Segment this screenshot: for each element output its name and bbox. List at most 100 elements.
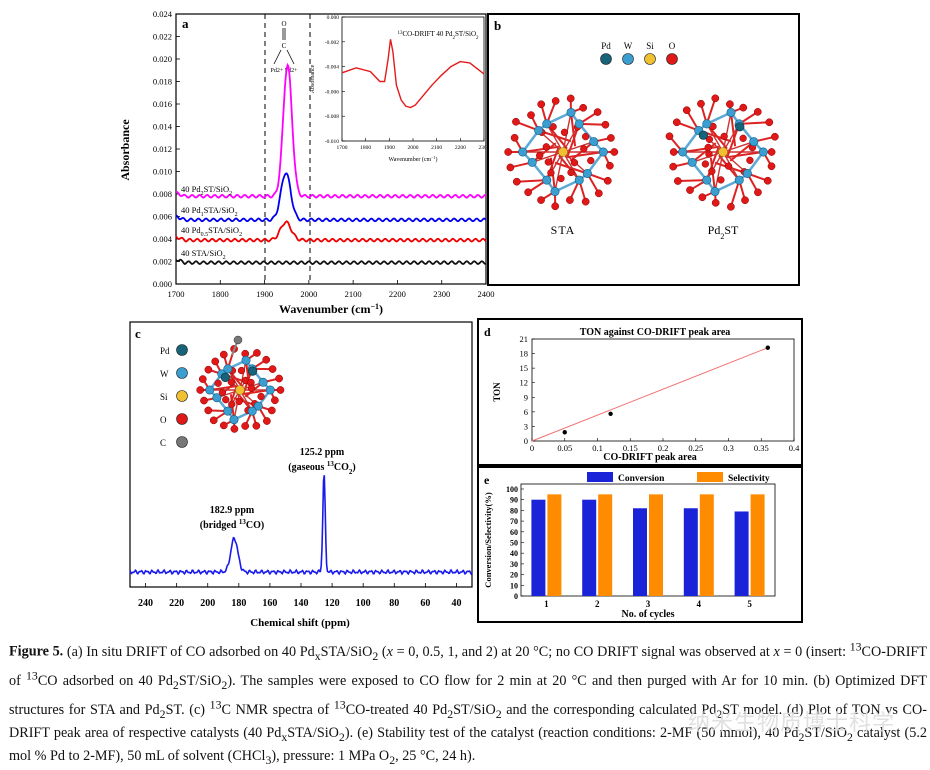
d-y-tick-label: 18 — [520, 349, 529, 359]
label-pd1sta: 40 Pd1STA/SiO2 — [181, 205, 238, 218]
inset-x-label: Wavenumber (cm−1) — [389, 155, 438, 164]
caption-label: Figure 5. — [9, 644, 63, 660]
panel-d-ton-plot: d TON against CO-DRIFT peak area 0369121… — [478, 319, 802, 465]
inset-y-label: Absorbance — [310, 64, 316, 93]
x-tick-label: 2400 — [478, 289, 495, 299]
nmr-spectrum-line — [130, 475, 472, 574]
c-x-tick-label: 200 — [200, 598, 215, 609]
panel-c-legend: Pd W Si O C — [160, 345, 188, 449]
bridge-c: C — [282, 42, 287, 50]
panel-d-letter: d — [484, 325, 491, 339]
c-x-tick-label: 40 — [451, 598, 461, 609]
c-x-tick-label: 160 — [262, 598, 277, 609]
e-bar-selectivity — [751, 494, 765, 596]
e-y-tick-label: 80 — [510, 506, 518, 515]
legend-label-W: W — [160, 369, 169, 379]
d-y-tick-label: 21 — [520, 334, 529, 344]
e-y-tick-label: 0 — [514, 592, 518, 601]
d-point — [563, 430, 567, 434]
legend-atom-Pd — [177, 345, 188, 356]
inset-y-tick-label: -0.008 — [325, 114, 339, 120]
c-x-tick-label: 140 — [294, 598, 309, 609]
d-x-tick-label: 0.4 — [789, 443, 800, 453]
y-tick-label: 0.010 — [153, 167, 172, 177]
panel-c-letter: c — [135, 326, 141, 341]
panel-e-x-label: No. of cycles — [621, 609, 674, 620]
legend-atom-Si — [177, 391, 188, 402]
e-bar-conversion — [531, 500, 545, 596]
e-y-tick-label: 20 — [510, 571, 518, 580]
y-tick-label: 0.008 — [153, 189, 172, 199]
panel-a-drift-spectra: a 0.0000.0020.0040.0060.0080.0100.0120.0… — [118, 9, 495, 316]
inset-x-tick-label: 1800 — [360, 145, 371, 151]
c-x-tick-label: 180 — [231, 598, 246, 609]
y-tick-label: 0.016 — [153, 99, 172, 109]
d-point — [608, 412, 612, 416]
inset-y-tick-label: -0.002 — [325, 40, 339, 46]
inset-x-tick-label: 1700 — [337, 145, 348, 151]
legend-label-O: O — [160, 415, 167, 425]
figure-5: a 0.0000.0020.0040.0060.0080.0100.0120.0… — [0, 0, 930, 637]
legend-atom-Si — [645, 54, 656, 65]
panel-c-x-axis: 240 220 200 180 160 140 120 100 80 60 40 — [130, 583, 472, 609]
e-bar-conversion — [735, 511, 749, 596]
c-x-tick-label: 120 — [325, 598, 340, 609]
legend-atom-C — [177, 437, 188, 448]
inset-y-tick-label: -0.006 — [325, 89, 339, 95]
e-bar-selectivity — [649, 494, 663, 596]
label-pd05sta: 40 Pd0.5STA/SiO2 — [181, 225, 242, 238]
legend-atom-W — [623, 54, 634, 65]
legend-atom-O — [667, 54, 678, 65]
legend-label-Pd: Pd — [160, 346, 170, 356]
panel-d-title: TON against CO-DRIFT peak area — [580, 327, 731, 338]
inset-y-tick-label: 0.000 — [327, 15, 340, 21]
y-tick-label: 0.012 — [153, 144, 172, 154]
c-x-tick-label: 80 — [389, 598, 399, 609]
peak-label-125: 125.2 ppm — [300, 447, 345, 458]
panel-e-bars — [531, 494, 764, 596]
panel-b-letter: b — [494, 18, 501, 33]
inset-x-tick-label: 2000 — [408, 145, 419, 151]
e-y-tick-label: 40 — [510, 549, 518, 558]
panel-a-inset: 13CO-DRIFT 40 Pd2ST/SiO2 0.000-0.002-0.0… — [310, 15, 490, 163]
e-y-tick-label: 100 — [506, 485, 518, 494]
e-x-tick-label: 1 — [544, 599, 549, 609]
x-tick-label: 2200 — [389, 289, 406, 299]
x-tick-label: 2300 — [433, 289, 450, 299]
legend-atom-O — [177, 414, 188, 425]
e-bar-selectivity — [700, 494, 714, 596]
legend-label-C: C — [160, 438, 166, 448]
c-x-tick-label: 60 — [420, 598, 430, 609]
y-tick-label: 0.020 — [153, 54, 172, 64]
legend-atom-W — [177, 368, 188, 379]
c-x-tick-label: 100 — [356, 598, 371, 609]
panel-d-y-label: TON — [492, 382, 502, 402]
panel-e-letter: e — [484, 473, 490, 487]
e-y-tick-label: 60 — [510, 528, 518, 537]
x-tick-label: 1900 — [256, 289, 273, 299]
panel-a-y-label: Absorbance — [118, 119, 132, 181]
peak-label-182-desc: (bridged 13CO) — [200, 518, 265, 531]
e-x-tick-label: 5 — [747, 599, 752, 609]
d-x-tick-label: 0.05 — [557, 443, 572, 453]
legend-label-Si: Si — [646, 41, 654, 51]
x-tick-label: 1800 — [212, 289, 229, 299]
legend-label-Si: Si — [160, 392, 168, 402]
c-x-tick-label: 220 — [169, 598, 184, 609]
panel-a-letter: a — [182, 16, 189, 31]
e-bar-selectivity — [547, 494, 561, 596]
panel-c-nmr: c Pd W Si O C 240 220 200 180 160 140 120 100 80 60 40… — [130, 322, 472, 629]
watermark: 纳米生物质博士科学 — [688, 705, 895, 737]
e-bar-conversion — [633, 508, 647, 596]
x-tick-label: 2000 — [300, 289, 317, 299]
d-y-tick-label: 9 — [524, 392, 528, 402]
e-x-tick-label: 4 — [697, 599, 702, 609]
caption-text: (a) In situ DRIFT of CO adsorbed on 40 P… — [9, 644, 927, 764]
c-x-tick-label: 240 — [138, 598, 153, 609]
